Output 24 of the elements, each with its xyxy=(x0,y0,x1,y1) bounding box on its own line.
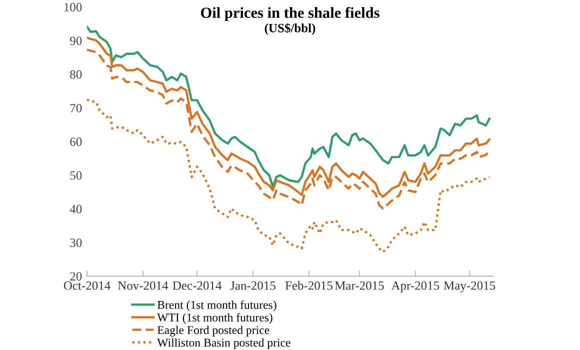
legend-label: Williston Basin posted price xyxy=(157,338,290,350)
legend-label: Brent (1st month futures) xyxy=(157,300,276,312)
x-tick-label: May-2015 xyxy=(444,281,496,292)
y-tick-label: 90 xyxy=(70,36,82,46)
y-tick-label: 30 xyxy=(70,238,82,247)
y-tick-label: 20 xyxy=(70,272,82,281)
y-tick-label: 80 xyxy=(70,70,82,79)
y-tick-label: 100 xyxy=(64,3,82,12)
x-tick-label: Dec-2014 xyxy=(172,281,222,290)
y-tick-label: 70 xyxy=(70,104,82,112)
y-tick-label: 50 xyxy=(70,171,82,180)
legend-label: WTI (1st month futures) xyxy=(157,313,272,324)
legend-label: Eagle Ford posted price xyxy=(157,326,270,336)
chart-title: Oil prices in the shale fields xyxy=(200,7,380,22)
x-tick-label: Jan-2015 xyxy=(230,281,276,290)
y-tick-label: 60 xyxy=(70,138,82,146)
text: (US$/bbl) xyxy=(264,23,316,35)
x-tick-label: Feb-2015 xyxy=(285,281,332,290)
line-series xyxy=(87,98,490,254)
x-tick-label: Apr-2015 xyxy=(391,281,440,292)
x-tick-label: Nov-2014 xyxy=(118,281,168,290)
x-tick-label: Oct-2014 xyxy=(64,281,110,290)
x-tick-label: Mar-2015 xyxy=(334,281,384,290)
y-tick-label: 40 xyxy=(70,204,82,214)
